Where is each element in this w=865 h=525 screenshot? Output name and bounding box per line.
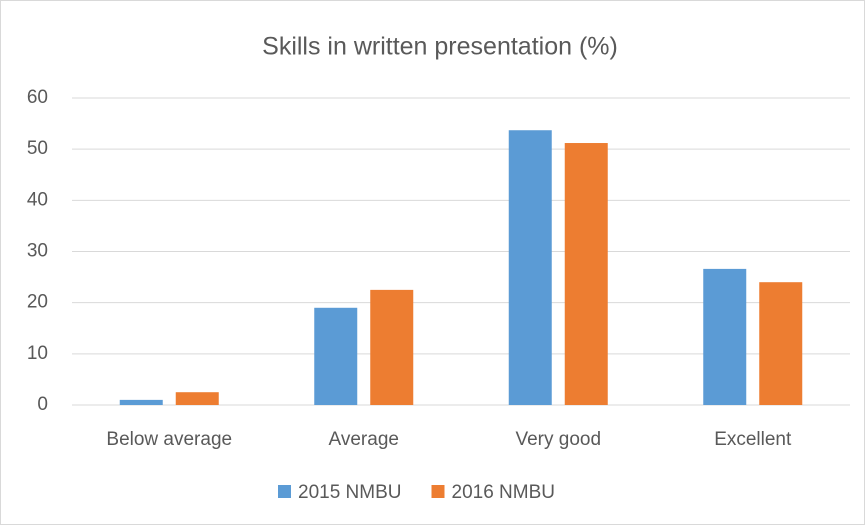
y-tick-label: 30	[27, 241, 48, 262]
bar	[703, 268, 747, 405]
legend-swatch	[431, 485, 445, 498]
bar	[314, 307, 358, 405]
legend-swatch	[278, 485, 291, 498]
bar	[175, 392, 219, 405]
y-tick-label: 60	[27, 87, 48, 108]
bar	[564, 143, 608, 405]
legend-label: 2015 NMBU	[298, 482, 402, 503]
y-tick-label: 20	[27, 292, 48, 313]
bar	[759, 282, 803, 405]
bar	[370, 289, 414, 405]
y-tick-label: 10	[27, 343, 48, 364]
bar	[508, 130, 552, 406]
legend-label: 2016 NMBU	[452, 482, 556, 503]
x-tick-label: Excellent	[714, 429, 792, 450]
x-tick-label: Very good	[515, 429, 601, 450]
chart-title: Skills in written presentation (%)	[262, 33, 618, 61]
y-tick-label: 50	[27, 138, 48, 159]
x-tick-label: Average	[329, 429, 399, 450]
y-tick-label: 40	[27, 189, 48, 210]
y-tick-label: 0	[37, 394, 48, 415]
bar	[119, 399, 163, 405]
x-tick-label: Below average	[106, 429, 232, 450]
